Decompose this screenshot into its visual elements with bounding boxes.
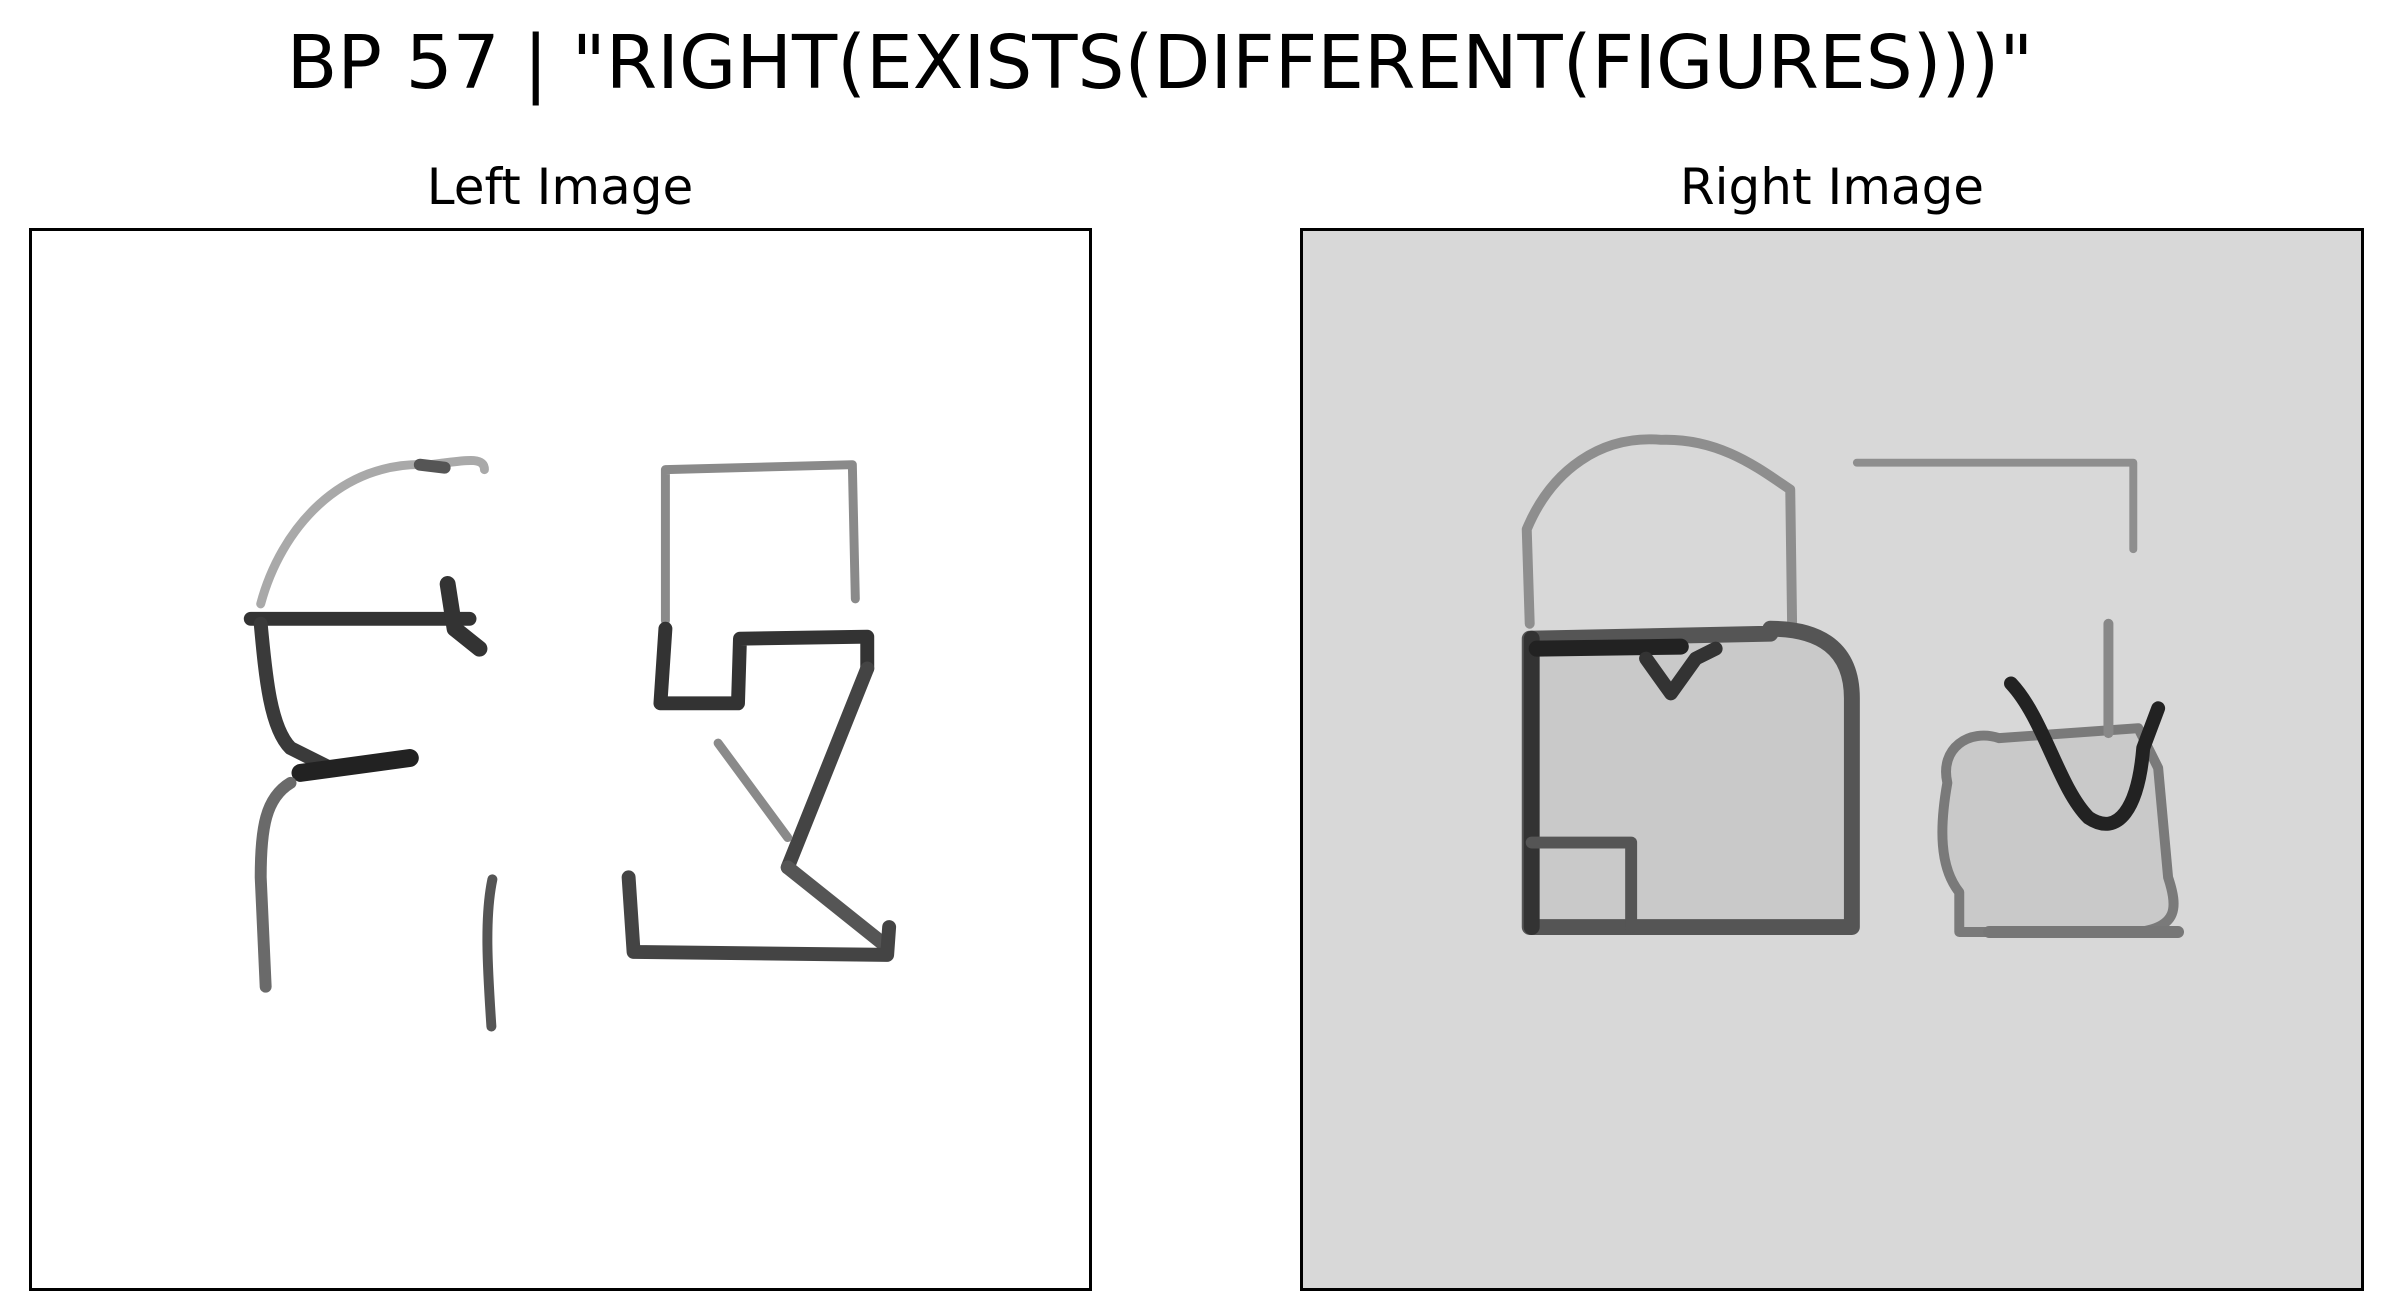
right-sketch-diagonal-faint	[713, 738, 793, 843]
right-sketch-bottom	[621, 870, 897, 962]
right-sketch-top-rect	[660, 460, 860, 626]
right-figure-inner-square	[1525, 836, 1638, 934]
right-figure-arch	[1521, 434, 1798, 639]
left-sketch-hook	[439, 576, 488, 657]
right-figure-notch	[1639, 641, 1723, 701]
right-sketch-diagonal	[780, 661, 875, 875]
left-sketch-lower-bar	[291, 749, 419, 782]
right-figure-small-hook	[2004, 676, 2166, 831]
right-figure-small	[1937, 723, 2179, 937]
right-image-drawing	[1521, 434, 2185, 938]
left-sketch-arc-tip	[413, 458, 451, 474]
left-image-title: Left Image	[426, 158, 694, 216]
right-image-title: Right Image	[1679, 158, 1985, 216]
right-figure-line	[1852, 458, 2138, 554]
left-image-drawing	[243, 455, 897, 1032]
figure-title: BP 57 | "RIGHT(EXISTS(DIFFERENT(FIGURES)…	[286, 20, 2034, 106]
left-sketch-dash	[482, 874, 498, 1032]
right-image-panel	[1300, 228, 2364, 1291]
left-image-panel	[29, 228, 1092, 1291]
left-sketch-body	[253, 616, 338, 775]
left-sketch-arc	[256, 455, 489, 609]
left-sketch-leg	[254, 776, 297, 993]
right-figure-large	[1521, 620, 1860, 936]
right-figure-large-top-edge	[1528, 638, 1689, 657]
right-sketch-notch	[653, 621, 875, 711]
right-sketch-lower-diagonal	[780, 860, 895, 954]
